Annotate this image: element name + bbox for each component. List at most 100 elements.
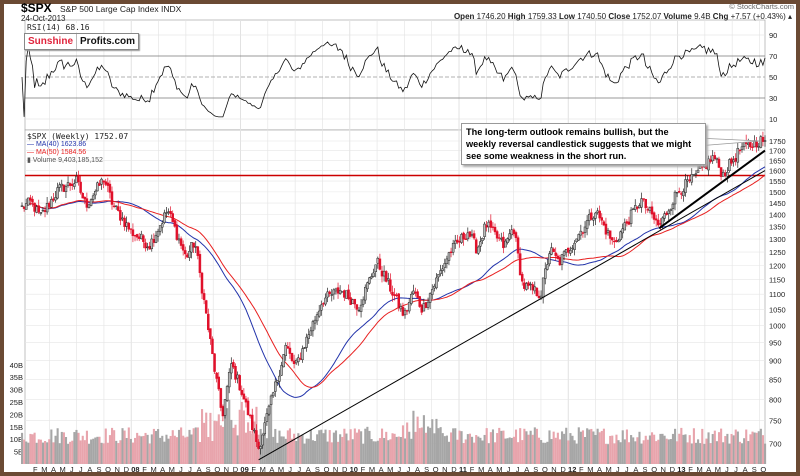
candle xyxy=(407,298,411,314)
candle xyxy=(257,439,260,450)
candle-body xyxy=(200,272,204,294)
volume-bar xyxy=(301,434,304,464)
candle xyxy=(240,385,244,397)
volume-bar xyxy=(715,441,718,464)
volume-bar xyxy=(372,441,375,464)
candle-body xyxy=(102,180,105,183)
price-tick-label: 950 xyxy=(769,339,782,348)
candle xyxy=(577,233,580,242)
open-label: Open xyxy=(453,12,475,21)
volume-bar xyxy=(228,399,231,464)
candle-body xyxy=(447,252,451,261)
time-axis-label: A xyxy=(51,465,56,474)
volume-bar xyxy=(320,429,323,464)
volume-bar xyxy=(713,430,716,464)
volume-bar xyxy=(200,409,204,464)
candle xyxy=(368,276,371,285)
volume-bar xyxy=(399,436,402,464)
candle-body xyxy=(204,300,208,314)
volume-bar xyxy=(661,433,664,464)
price-tick-label: 1500 xyxy=(769,188,786,197)
time-axis-label: A xyxy=(597,465,602,474)
candle xyxy=(110,186,114,210)
candle-body xyxy=(696,169,700,173)
candle xyxy=(328,290,331,297)
volume-bar xyxy=(663,435,666,464)
candle-body xyxy=(585,220,589,229)
candle-body xyxy=(690,174,694,183)
candle xyxy=(175,221,179,241)
volume-bar xyxy=(391,433,394,464)
volume-bar xyxy=(186,436,189,464)
volume-bar xyxy=(280,436,283,464)
volume-label: Volume xyxy=(663,12,692,21)
candle xyxy=(663,211,666,222)
candle-body xyxy=(259,446,262,449)
low-value: 1740.50 xyxy=(577,12,607,21)
candle-body xyxy=(202,293,206,300)
volume-bar xyxy=(362,443,365,464)
volume-bar xyxy=(584,436,587,464)
time-axis-label: M xyxy=(587,465,593,474)
candle xyxy=(259,445,262,455)
candle-body xyxy=(366,282,369,290)
candle-body xyxy=(491,226,495,228)
candle-body xyxy=(142,235,145,242)
candle xyxy=(430,284,434,300)
candle xyxy=(45,197,49,215)
candle-body xyxy=(527,282,530,286)
volume-bar xyxy=(148,443,151,464)
candle-body xyxy=(732,159,735,163)
time-axis-label: D xyxy=(233,465,239,474)
volume-value: 9.4B xyxy=(694,12,711,21)
candle-body xyxy=(146,246,149,249)
candle xyxy=(73,179,76,190)
candle xyxy=(544,262,547,285)
candle xyxy=(592,216,595,227)
volume-bar xyxy=(247,422,250,464)
candle-body xyxy=(22,207,26,209)
candle-body xyxy=(47,202,51,208)
candle xyxy=(763,135,767,147)
candle-body xyxy=(286,346,290,349)
candle-body xyxy=(558,257,562,266)
time-axis-label: 08 xyxy=(131,465,139,474)
candle-body xyxy=(414,291,417,294)
candle-body xyxy=(652,212,656,220)
candle xyxy=(284,342,287,361)
change-label: Chg xyxy=(712,12,729,21)
volume-bar xyxy=(523,428,526,464)
legend-price: $SPX (Weekly) 1752.07 xyxy=(27,132,129,141)
symbol: $SPX xyxy=(21,1,52,15)
volume-bar xyxy=(632,437,635,464)
volume-bar xyxy=(420,427,423,464)
candle-body xyxy=(24,203,28,210)
candle-body xyxy=(194,246,197,248)
volume-bar xyxy=(215,421,218,464)
candle xyxy=(439,264,442,277)
candle xyxy=(495,229,499,242)
volume-bar xyxy=(349,429,352,464)
candle-body xyxy=(248,414,252,417)
volume-bar xyxy=(431,419,434,464)
volume-bar xyxy=(408,431,411,464)
candle xyxy=(158,225,162,236)
volume-bar xyxy=(58,443,61,464)
candle-body xyxy=(257,441,260,449)
time-axis-label: M xyxy=(496,465,502,474)
candle-body xyxy=(320,304,323,311)
volume-bar xyxy=(439,427,442,464)
volume-bar xyxy=(326,441,329,464)
candle xyxy=(31,195,34,207)
candle-body xyxy=(192,242,195,248)
candle-body xyxy=(236,374,239,379)
time-axis-label: O xyxy=(324,465,330,474)
candle xyxy=(694,170,698,178)
volume-bar xyxy=(535,428,538,464)
candle xyxy=(583,221,587,238)
candle-body xyxy=(481,238,484,241)
volume-bar xyxy=(730,433,733,464)
candle xyxy=(303,346,306,350)
candle-body xyxy=(418,296,421,307)
candle xyxy=(315,311,319,325)
